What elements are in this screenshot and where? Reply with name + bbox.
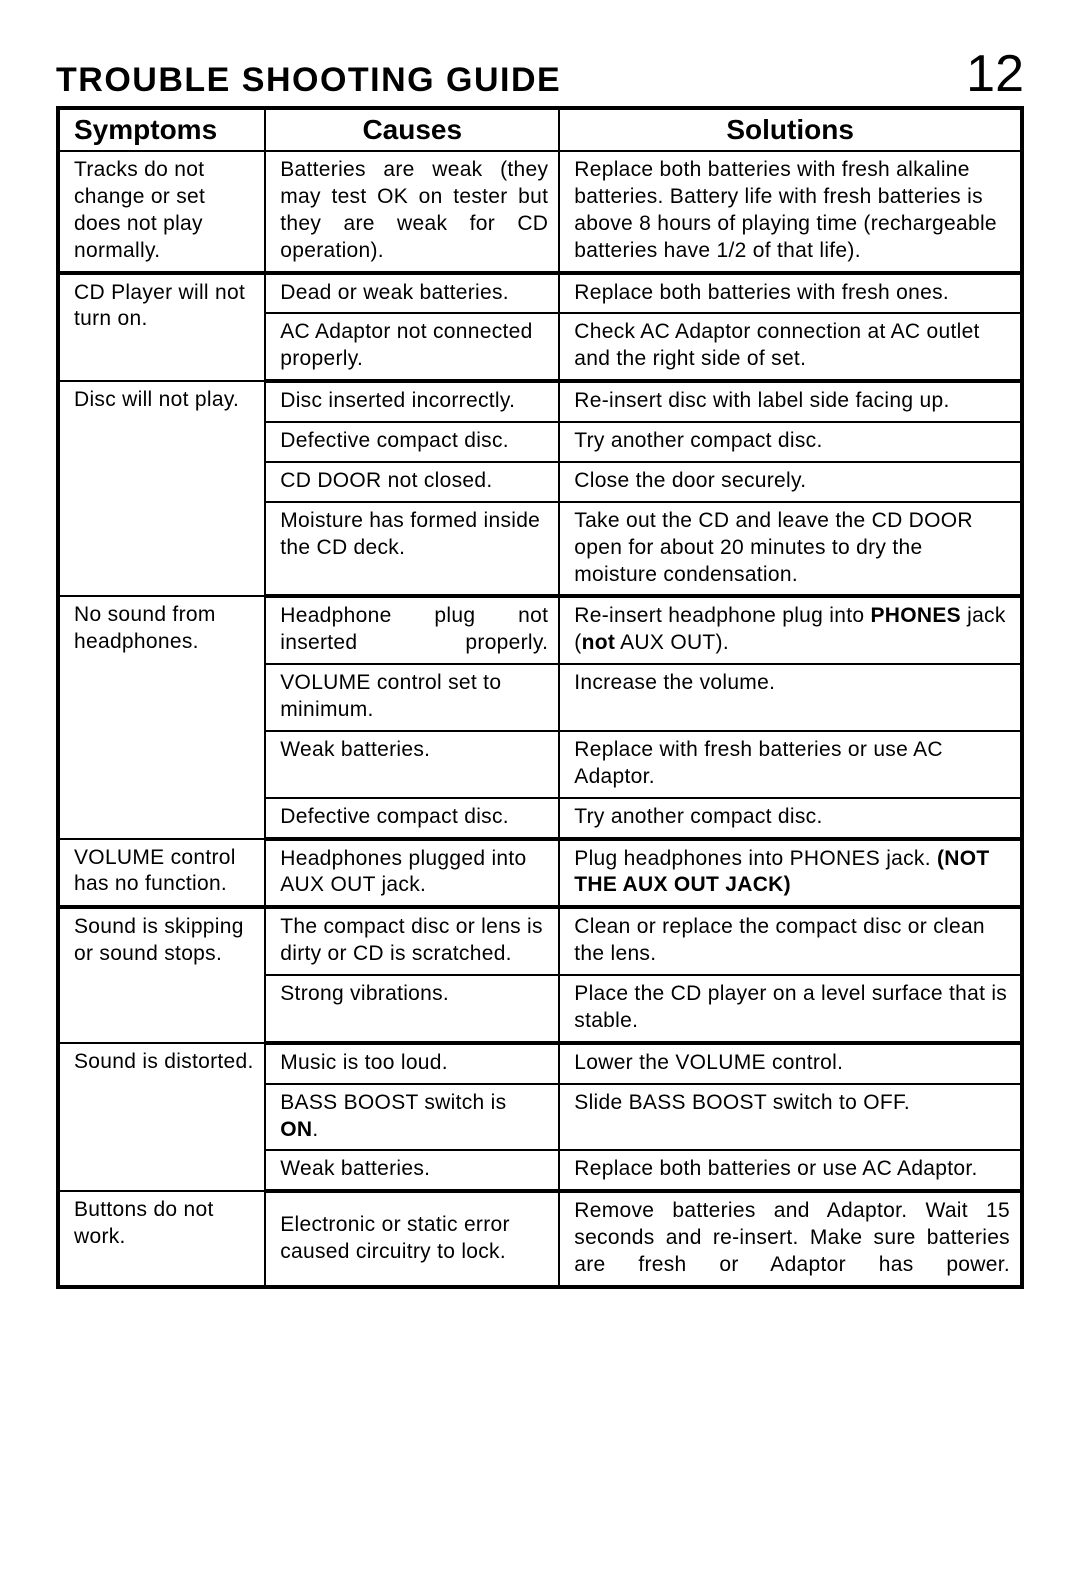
table-row: CD Player will not turn on. Dead or weak… — [58, 273, 1022, 314]
page-title: TROUBLE SHOOTING GUIDE — [56, 61, 561, 100]
solution-cell: Replace both batteries with fresh ones. — [559, 273, 1022, 314]
cause-cell: The compact disc or lens is dirty or CD … — [265, 907, 559, 975]
cause-cell: CD DOOR not closed. — [265, 462, 559, 502]
table-row: Sound is distorted. Music is too loud. L… — [58, 1043, 1022, 1084]
table-row: Tracks do not change or set does not pla… — [58, 151, 1022, 273]
table-row: No sound from headphones. Headphone plug… — [58, 596, 1022, 664]
solution-cell: Replace both batteries or use AC Adaptor… — [559, 1150, 1022, 1191]
symptom-cell: Sound is distorted. — [58, 1043, 265, 1192]
cause-cell: Batteries are weak (they may test OK on … — [265, 151, 559, 273]
solution-cell: Replace with fresh batteries or use AC A… — [559, 731, 1022, 798]
solution-cell: Try another compact disc. — [559, 422, 1022, 462]
symptom-cell: Sound is skipping or sound stops. — [58, 907, 265, 1043]
cause-cell: Weak batteries. — [265, 1150, 559, 1191]
solution-cell: Increase the volume. — [559, 664, 1022, 731]
symptom-cell: VOLUME control has no function. — [58, 839, 265, 908]
table-row: VOLUME control has no function. Headphon… — [58, 839, 1022, 908]
cause-cell: Moisture has formed inside the CD deck. — [265, 502, 559, 597]
solution-cell: Check AC Adaptor connection at AC outlet… — [559, 313, 1022, 381]
table-row: Sound is skipping or sound stops. The co… — [58, 907, 1022, 975]
cause-cell: Dead or weak batteries. — [265, 273, 559, 314]
troubleshooting-table: Symptoms Causes Solutions Tracks do not … — [56, 106, 1024, 1289]
symptom-cell: Disc will not play. — [58, 381, 265, 596]
cause-cell: Electronic or static error caused circui… — [265, 1191, 559, 1287]
cause-cell: Disc inserted incorrectly. — [265, 381, 559, 422]
solution-cell: Clean or replace the compact disc or cle… — [559, 907, 1022, 975]
cause-cell: VOLUME control set to minimum. — [265, 664, 559, 731]
cause-cell: Headphones plugged into AUX OUT jack. — [265, 839, 559, 908]
cause-cell: Defective compact disc. — [265, 798, 559, 839]
symptom-cell: No sound from headphones. — [58, 596, 265, 838]
symptom-cell: Tracks do not change or set does not pla… — [58, 151, 265, 273]
symptom-cell: Buttons do not work. — [58, 1191, 265, 1287]
solution-cell: Remove batteries and Adaptor. Wait 15 se… — [559, 1191, 1022, 1287]
cause-cell: Strong vibrations. — [265, 975, 559, 1043]
cause-cell: Defective compact disc. — [265, 422, 559, 462]
cause-cell: Weak batteries. — [265, 731, 559, 798]
solution-cell: Re-insert disc with label side facing up… — [559, 381, 1022, 422]
cause-cell: Music is too loud. — [265, 1043, 559, 1084]
solution-cell: Close the door securely. — [559, 462, 1022, 502]
solution-cell: Re-insert headphone plug into PHONES jac… — [559, 596, 1022, 664]
solution-cell: Take out the CD and leave the CD DOOR op… — [559, 502, 1022, 597]
cause-cell: AC Adaptor not connected properly. — [265, 313, 559, 381]
symptom-cell: CD Player will not turn on. — [58, 273, 265, 382]
table-row: Buttons do not work. Electronic or stati… — [58, 1191, 1022, 1287]
solution-cell: Replace both batteries with fresh alkali… — [559, 151, 1022, 273]
page-number: 12 — [966, 48, 1024, 100]
solution-cell: Lower the VOLUME control. — [559, 1043, 1022, 1084]
column-header-solutions: Solutions — [559, 108, 1022, 151]
column-header-symptoms: Symptoms — [58, 108, 265, 151]
column-header-causes: Causes — [265, 108, 559, 151]
solution-cell: Slide BASS BOOST switch to OFF. — [559, 1084, 1022, 1151]
cause-cell: BASS BOOST switch is ON. — [265, 1084, 559, 1151]
solution-cell: Place the CD player on a level surface t… — [559, 975, 1022, 1043]
solution-cell: Plug headphones into PHONES jack. (NOT T… — [559, 839, 1022, 908]
page-header: TROUBLE SHOOTING GUIDE 12 — [56, 48, 1024, 100]
table-header-row: Symptoms Causes Solutions — [58, 108, 1022, 151]
cause-cell: Headphone plug not inserted properly. — [265, 596, 559, 664]
solution-cell: Try another compact disc. — [559, 798, 1022, 839]
table-row: Disc will not play. Disc inserted incorr… — [58, 381, 1022, 422]
